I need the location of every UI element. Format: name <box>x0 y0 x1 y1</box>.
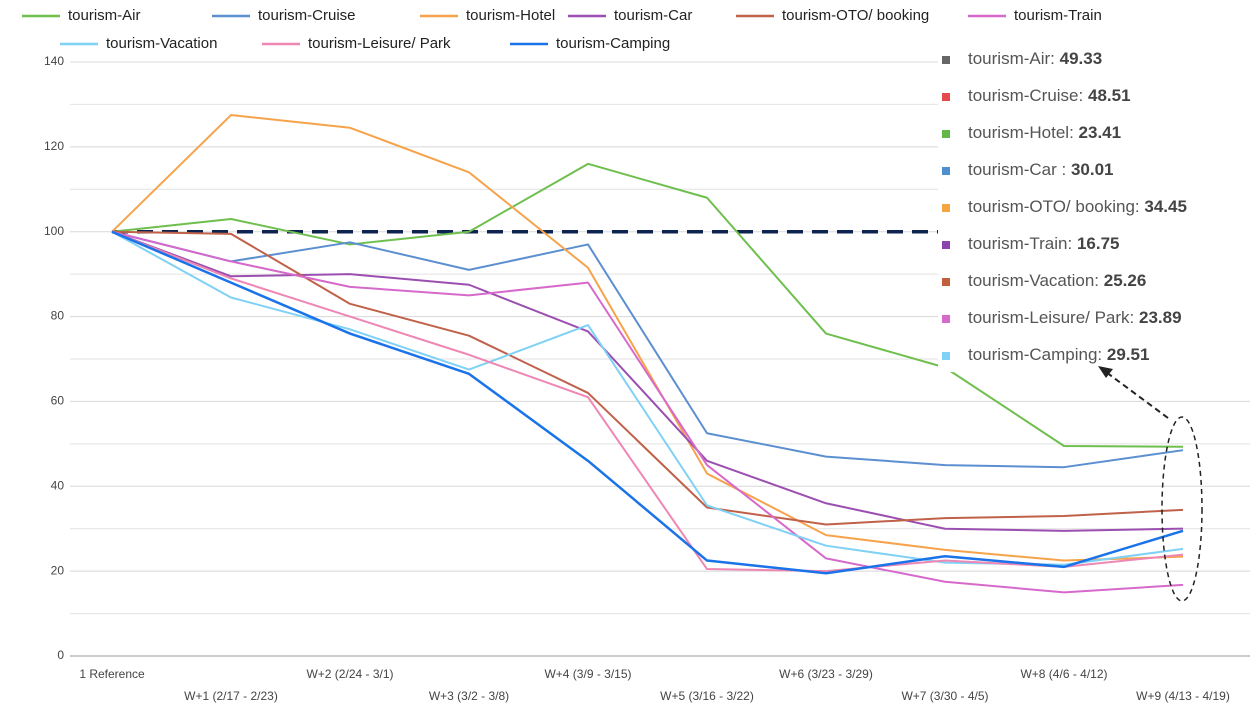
y-tick-label: 140 <box>44 54 64 68</box>
callout-ellipse <box>1161 416 1203 602</box>
series-line <box>111 230 1184 526</box>
annotation-value: 23.89 <box>1139 308 1182 327</box>
y-tick-label: 80 <box>51 309 65 323</box>
series-line <box>111 230 1184 532</box>
x-tick-label: W+8 (4/6 - 4/12) <box>1020 667 1107 681</box>
annotation-text: tourism-Car : 30.01 <box>968 160 1114 179</box>
annotation-label: tourism-Hotel: <box>968 123 1074 142</box>
legend-label: tourism-Vacation <box>106 35 217 52</box>
annotation-label: tourism-Air: <box>968 49 1055 68</box>
legend-label: tourism-Car <box>614 7 692 24</box>
annotation-label: tourism-Vacation: <box>968 271 1099 290</box>
series-line <box>111 114 1184 562</box>
callout-arrow <box>1105 371 1169 419</box>
annotation-label: tourism-Camping: <box>968 345 1102 364</box>
annotation-text: tourism-Camping: 29.51 <box>968 345 1149 364</box>
legend-label: tourism-OTO/ booking <box>782 7 929 24</box>
annotation-square <box>942 204 950 212</box>
series-line <box>111 162 1184 448</box>
series-line <box>111 230 1184 469</box>
annotation-background <box>938 46 1255 372</box>
grid: 0 20 40 60 80 100 120 140 1 Reference W+1 (2/17 -… <box>44 54 1250 703</box>
x-tick-label: W+3 (3/2 - 3/8) <box>429 689 509 703</box>
annotation-label: tourism-Cruise: <box>968 86 1083 105</box>
annotation-value: 16.75 <box>1077 234 1120 253</box>
annotation-text: tourism-Leisure/ Park: 23.89 <box>968 308 1182 327</box>
annotation-value: 34.45 <box>1144 197 1187 216</box>
annotation-square <box>942 130 950 138</box>
annotation-label: tourism-OTO/ booking: <box>968 197 1140 216</box>
y-tick-label: 20 <box>51 563 65 577</box>
legend-label: tourism-Leisure/ Park <box>308 35 451 52</box>
annotation-text: tourism-Train: 16.75 <box>968 234 1120 253</box>
y-tick-label: 0 <box>57 648 64 662</box>
x-tick-label: W+4 (3/9 - 3/15) <box>544 667 631 681</box>
x-tick-label: W+1 (2/17 - 2/23) <box>184 689 278 703</box>
legend-label: tourism-Air <box>68 7 141 24</box>
x-tick-label: 1 Reference <box>79 667 145 681</box>
annotation-square <box>942 241 950 249</box>
annotation-value: 23.41 <box>1079 123 1122 142</box>
x-tick-label: W+9 (4/13 - 4/19) <box>1136 689 1230 703</box>
annotation-square <box>942 167 950 175</box>
annotation-square <box>942 93 950 101</box>
legend: tourism-Air tourism-Cruise tourism-Hotel to… <box>22 7 1102 52</box>
annotation-text: tourism-OTO/ booking: 34.45 <box>968 197 1187 216</box>
series-line <box>111 230 1184 575</box>
legend-label: tourism-Camping <box>556 35 670 52</box>
annotation-square <box>942 278 950 286</box>
annotation-label: tourism-Leisure/ Park: <box>968 308 1134 327</box>
annotation-text: tourism-Air: 49.33 <box>968 49 1102 68</box>
legend-label: tourism-Train <box>1014 7 1102 24</box>
annotation-value: 49.33 <box>1060 49 1103 68</box>
annotation-value: 48.51 <box>1088 86 1131 105</box>
annotation-square <box>942 315 950 323</box>
annotation-text: tourism-Hotel: 23.41 <box>968 123 1121 142</box>
y-tick-label: 120 <box>44 139 64 153</box>
annotation-square <box>942 56 950 64</box>
annotation-square <box>942 352 950 360</box>
annotation-value: 30.01 <box>1071 160 1114 179</box>
annotation-text: tourism-Vacation: 25.26 <box>968 271 1146 290</box>
x-tick-label: W+5 (3/16 - 3/22) <box>660 689 754 703</box>
lines <box>111 114 1184 594</box>
y-tick-label: 100 <box>44 224 64 238</box>
x-tick-label: W+2 (2/24 - 3/1) <box>306 667 393 681</box>
annotation-value: 25.26 <box>1104 271 1147 290</box>
legend-label: tourism-Cruise <box>258 7 356 24</box>
annotation-label: tourism-Train: <box>968 234 1072 253</box>
annotation-label: tourism-Car : <box>968 160 1066 179</box>
y-tick-label: 60 <box>51 394 65 408</box>
x-tick-label: W+6 (3/23 - 3/29) <box>779 667 873 681</box>
x-tick-label: W+7 (3/30 - 4/5) <box>901 689 988 703</box>
series-line <box>111 230 1184 594</box>
annotation-text: tourism-Cruise: 48.51 <box>968 86 1131 105</box>
arrow-head <box>1098 366 1113 378</box>
y-tick-label: 40 <box>51 478 65 492</box>
annotation-value: 29.51 <box>1107 345 1150 364</box>
callout <box>1098 366 1203 602</box>
series-line <box>111 230 1184 573</box>
legend-label: tourism-Hotel <box>466 7 555 24</box>
